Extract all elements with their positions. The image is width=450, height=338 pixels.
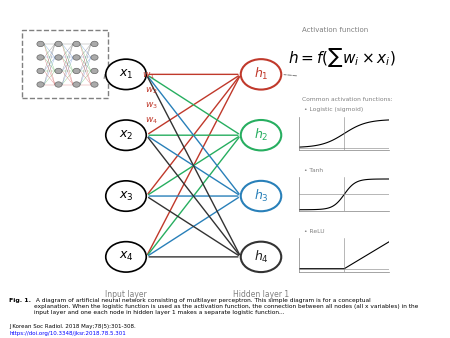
Text: $w_2$: $w_2$: [145, 85, 158, 96]
Circle shape: [37, 82, 44, 87]
Text: $x_3$: $x_3$: [119, 190, 133, 202]
Circle shape: [106, 59, 146, 90]
Text: $x_1$: $x_1$: [119, 68, 133, 81]
Circle shape: [37, 41, 44, 47]
Text: $w_1$: $w_1$: [142, 70, 155, 81]
Text: Input layer: Input layer: [105, 290, 147, 298]
Circle shape: [91, 82, 98, 87]
FancyBboxPatch shape: [22, 30, 108, 98]
Text: $h = f(\sum w_i \times x_i)$: $h = f(\sum w_i \times x_i)$: [288, 46, 396, 69]
Text: $h_3$: $h_3$: [254, 188, 268, 204]
Circle shape: [37, 55, 44, 60]
Circle shape: [73, 68, 80, 74]
Circle shape: [241, 120, 281, 150]
Text: $x_2$: $x_2$: [119, 129, 133, 142]
Text: • ReLU: • ReLU: [304, 229, 324, 234]
Circle shape: [55, 68, 62, 74]
Circle shape: [73, 55, 80, 60]
Text: Fig. 1.: Fig. 1.: [9, 298, 31, 303]
Text: $x_4$: $x_4$: [119, 250, 133, 263]
Text: Activation function: Activation function: [302, 27, 368, 33]
Circle shape: [241, 59, 281, 90]
Text: A diagram of artificial neural network consisting of multilayer perceptron. This: A diagram of artificial neural network c…: [34, 298, 418, 315]
Text: Common activation functions:: Common activation functions:: [302, 97, 392, 102]
Circle shape: [55, 82, 62, 87]
Circle shape: [73, 41, 80, 47]
Circle shape: [91, 68, 98, 74]
Circle shape: [106, 181, 146, 211]
Text: $h_4$: $h_4$: [253, 249, 269, 265]
Text: https://doi.org/10.3348/jksr.2018.78.5.301: https://doi.org/10.3348/jksr.2018.78.5.3…: [9, 331, 126, 336]
Circle shape: [91, 55, 98, 60]
Text: • Logistic (sigmoid): • Logistic (sigmoid): [304, 107, 363, 112]
Circle shape: [37, 68, 44, 74]
Text: $h_2$: $h_2$: [254, 127, 268, 143]
Text: $h_1$: $h_1$: [254, 66, 268, 82]
Circle shape: [55, 55, 62, 60]
Circle shape: [106, 120, 146, 150]
Text: $w_3$: $w_3$: [145, 100, 158, 111]
Text: Hidden layer 1: Hidden layer 1: [233, 290, 289, 298]
Text: $w_4$: $w_4$: [145, 116, 158, 126]
Circle shape: [241, 242, 281, 272]
Text: J Korean Soc Radiol. 2018 May;78(5):301-308.: J Korean Soc Radiol. 2018 May;78(5):301-…: [9, 324, 136, 330]
Circle shape: [91, 41, 98, 47]
Circle shape: [241, 181, 281, 211]
Circle shape: [106, 242, 146, 272]
Text: • Tanh: • Tanh: [304, 168, 323, 173]
Circle shape: [55, 41, 62, 47]
Circle shape: [73, 82, 80, 87]
